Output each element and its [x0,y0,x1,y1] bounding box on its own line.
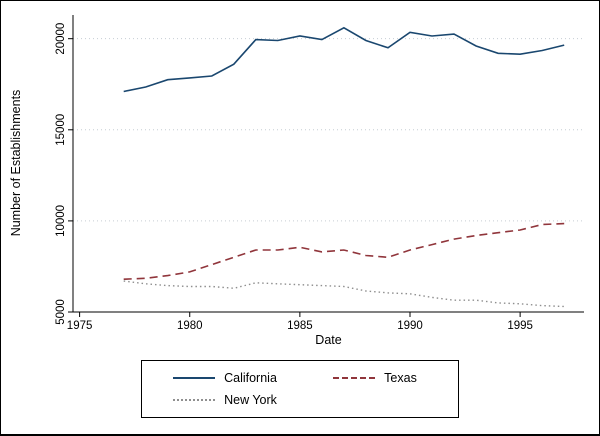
legend-item-new-york: New York [150,393,300,407]
y-tick-label: 5000 [55,299,67,325]
legend: California Texas New York [141,360,459,418]
x-tick-label: 1985 [287,320,313,332]
x-tick-label: 1980 [177,320,203,332]
x-tick-label: 1995 [507,320,533,332]
california-line-sample [173,377,216,379]
new-york-line-sample [173,399,216,401]
legend-item-california: California [150,371,300,385]
legend-item-texas: Texas [300,371,450,385]
texas-line-sample [333,377,376,379]
y-tick-label: 20000 [55,23,67,55]
y-tick-label: 15000 [55,114,67,146]
plot-area: 5000 10000 15000 20000 1975 1980 1985 1990 1995 [55,15,584,332]
x-tick-label: 1975 [67,320,93,332]
x-tick-label: 1990 [397,320,423,332]
legend-label-texas: Texas [384,371,417,385]
california-line [123,26,565,93]
new-york-line [123,280,565,308]
legend-label-california: California [224,371,277,385]
y-tick-label: 10000 [55,205,67,237]
legend-label-new-york: New York [224,393,277,407]
x-axis-title: Date [315,333,342,347]
y-axis-title: Number of Establishments [9,89,23,237]
texas-line [123,222,565,280]
